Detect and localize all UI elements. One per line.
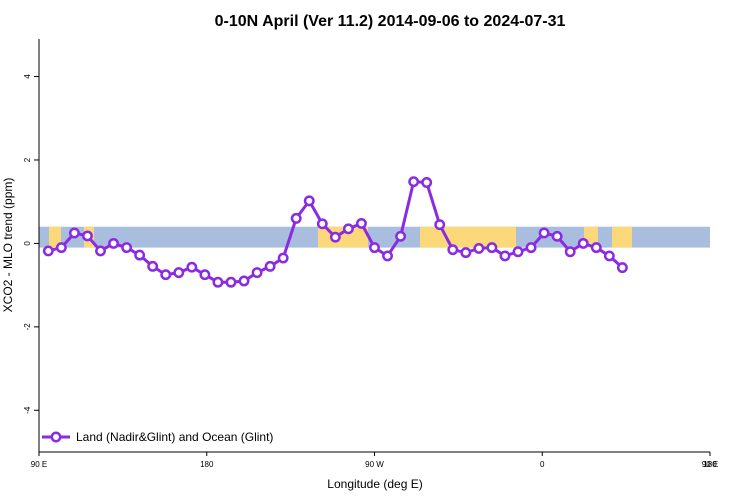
land-islands-west <box>49 226 61 248</box>
y-tick-label: 0 <box>23 241 32 246</box>
data-point <box>251 267 263 279</box>
data-point <box>121 242 133 254</box>
x-tick-label: 180 <box>703 460 717 469</box>
data-point <box>473 242 485 254</box>
data-point <box>356 217 367 229</box>
data-point <box>199 269 211 281</box>
data-point <box>590 242 602 254</box>
data-point <box>225 276 237 288</box>
land-islands-far-right <box>612 226 632 248</box>
data-point <box>486 242 498 254</box>
data-point <box>616 262 628 274</box>
legend-label: Land (Nadir&Glint) and Ocean (Glint) <box>76 430 273 444</box>
y-axis-label: XCO2 - MLO trend (ppm) <box>1 178 15 313</box>
x-tick-label: 180 <box>200 460 214 469</box>
data-point <box>603 250 615 262</box>
data-point <box>408 176 420 188</box>
data-point <box>329 231 341 243</box>
y-tick-label: -2 <box>23 323 32 331</box>
y-tick-label: -4 <box>23 406 32 414</box>
x-tick-label: 90 W <box>365 460 384 469</box>
data-point <box>173 267 185 279</box>
y-tick-label: 2 <box>23 157 32 162</box>
data-point <box>212 276 224 288</box>
legend: Land (Nadir&Glint) and Ocean (Glint) <box>42 430 273 444</box>
land-americas <box>318 226 368 248</box>
data-point <box>108 237 120 249</box>
x-tick-label: 90 E <box>702 460 718 469</box>
data-point <box>264 260 276 272</box>
data-point <box>160 269 172 281</box>
data-point <box>68 227 80 239</box>
data-point <box>55 242 67 254</box>
y-tick-label: 4 <box>23 74 32 79</box>
data-point <box>460 247 472 259</box>
x-axis-label: Longitude (deg E) <box>327 477 422 491</box>
chart-title: 0-10N April (Ver 11.2) 2014-09-06 to 202… <box>215 13 566 30</box>
data-point <box>95 245 106 257</box>
data-point <box>277 252 289 264</box>
data-point <box>538 227 550 239</box>
data-point <box>134 249 146 261</box>
data-point <box>499 250 511 262</box>
data-point <box>186 261 198 273</box>
data-point <box>290 212 302 224</box>
data-point <box>551 230 563 242</box>
data-point <box>316 218 328 230</box>
data-point <box>421 177 433 188</box>
data-point <box>447 244 459 256</box>
data-point <box>564 246 576 258</box>
data-point <box>382 250 393 262</box>
data-point <box>512 246 524 258</box>
data-point <box>369 242 380 254</box>
data-point <box>577 237 589 249</box>
x-tick-label: 90 E <box>31 460 47 469</box>
land-africa <box>420 226 516 248</box>
data-point <box>395 230 407 242</box>
data-point <box>82 230 93 242</box>
legend-marker-swatch <box>50 431 62 443</box>
x-tick-label: 0 <box>540 460 545 469</box>
data-point <box>147 260 159 272</box>
data-point <box>238 275 250 287</box>
data-point <box>42 245 54 257</box>
data-point <box>434 219 446 231</box>
data-point <box>525 242 537 254</box>
data-point <box>303 195 315 207</box>
data-point <box>342 223 354 235</box>
series-layer <box>42 176 628 288</box>
